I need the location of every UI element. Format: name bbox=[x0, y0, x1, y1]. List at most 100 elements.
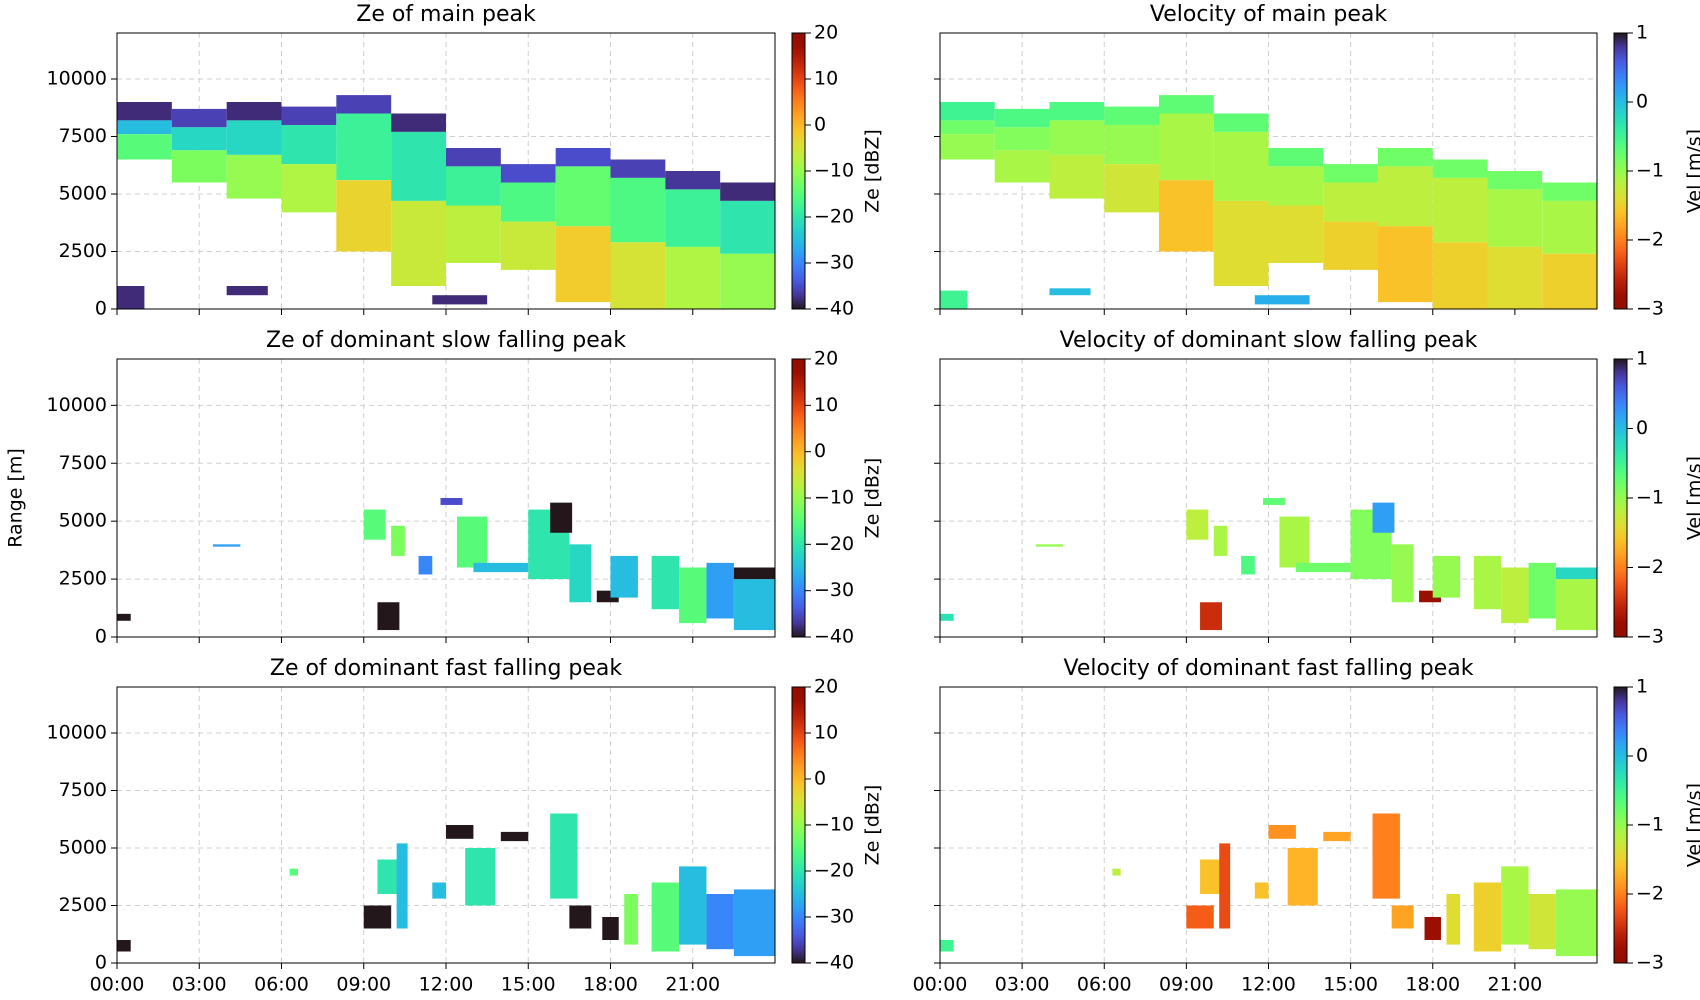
heatmap-cell bbox=[1501, 567, 1529, 624]
colorbar-tick-label: −2 bbox=[1636, 229, 1664, 251]
heatmap-cell bbox=[1432, 242, 1488, 309]
heatmap-cell bbox=[1213, 113, 1269, 132]
axes-frame bbox=[939, 32, 1598, 310]
panel: Ze of dominant fast falling peak 00:00 03:… bbox=[47, 656, 884, 996]
heatmap-cell bbox=[446, 148, 501, 167]
heatmap-cell bbox=[1528, 894, 1556, 950]
heatmap-cell bbox=[226, 102, 282, 121]
heatmap-cell bbox=[1219, 843, 1231, 929]
colorbar-label: Ze [dBZ] bbox=[862, 129, 884, 213]
heatmap-cell bbox=[1254, 295, 1310, 305]
colorbar-tick-label: 20 bbox=[814, 348, 838, 370]
heatmap-cell bbox=[226, 154, 282, 199]
heatmap-cell bbox=[1542, 253, 1597, 309]
heatmap-cell bbox=[1378, 148, 1433, 167]
colorbar-label: Vel [m/s] bbox=[1684, 129, 1700, 213]
colorbar-tick-label: 20 bbox=[814, 676, 838, 698]
heatmap-cell bbox=[226, 286, 268, 296]
colorbar bbox=[791, 686, 806, 964]
colorbar-tick-label: −30 bbox=[814, 252, 854, 274]
heatmap-cell bbox=[1378, 166, 1433, 227]
colorbar-tick-label: −10 bbox=[814, 160, 854, 182]
heatmap-cell bbox=[940, 290, 968, 309]
heatmap-cell bbox=[336, 180, 392, 252]
heatmap-cell bbox=[1049, 120, 1105, 155]
heatmap-cell bbox=[602, 917, 619, 940]
heatmap-cell bbox=[500, 164, 556, 183]
heatmap-cell bbox=[1446, 894, 1461, 945]
heatmap-cell bbox=[226, 120, 282, 155]
colorbar-tick-label: 0 bbox=[814, 440, 826, 462]
panel-title: Ze of dominant slow falling peak bbox=[266, 328, 626, 353]
y-tick-label: 2500 bbox=[59, 894, 107, 916]
heatmap-cell bbox=[733, 567, 775, 580]
colorbar bbox=[791, 32, 806, 310]
heatmap-cell bbox=[289, 868, 298, 876]
y-tick-label: 7500 bbox=[59, 779, 107, 801]
heatmap-cell bbox=[1419, 590, 1441, 603]
heatmap-cell bbox=[1049, 154, 1105, 199]
heatmap-cell bbox=[336, 95, 392, 114]
heatmap-cell bbox=[1287, 848, 1318, 906]
colorbar-tick-label: −1 bbox=[1636, 814, 1664, 836]
colorbar bbox=[1613, 32, 1628, 310]
heatmap-cell bbox=[1049, 288, 1091, 296]
heatmap-cell bbox=[1035, 544, 1064, 547]
x-tick-label: 00:00 bbox=[90, 974, 145, 996]
colorbar-tick-label: −2 bbox=[1636, 556, 1664, 578]
y-tick-label: 0 bbox=[95, 298, 107, 320]
panel-title: Velocity of main peak bbox=[1150, 2, 1387, 27]
panel-title: Ze of main peak bbox=[356, 2, 536, 27]
heatmap-cell bbox=[610, 555, 638, 598]
heatmap-cell bbox=[1528, 562, 1556, 619]
heatmap-cell bbox=[679, 866, 707, 945]
heatmap-cell bbox=[1159, 113, 1214, 181]
colorbar-tick-label: 1 bbox=[1636, 676, 1648, 698]
x-tick-label: 18:00 bbox=[583, 974, 638, 996]
heatmap-cell bbox=[1279, 516, 1310, 568]
axes-frame bbox=[116, 686, 776, 964]
heatmap-cell bbox=[1323, 831, 1351, 842]
colorbar-tick-label: 10 bbox=[814, 68, 838, 90]
heatmap-cell bbox=[473, 562, 529, 573]
panel-title: Velocity of dominant fast falling peak bbox=[1064, 656, 1474, 681]
heatmap-cell bbox=[432, 882, 446, 899]
heatmap-cell bbox=[706, 894, 734, 950]
colorbar-tick-label: 1 bbox=[1636, 22, 1648, 44]
heatmap-cell bbox=[465, 848, 496, 906]
x-tick-label: 15:00 bbox=[501, 974, 556, 996]
colorbar-tick-label: 1 bbox=[1636, 348, 1648, 370]
heatmap-cell bbox=[720, 200, 775, 254]
x-tick-label: 21:00 bbox=[665, 974, 720, 996]
heatmap-cell bbox=[117, 286, 145, 309]
heatmap-cell bbox=[994, 150, 1050, 183]
heatmap-cell bbox=[456, 516, 488, 568]
panel: Velocity of dominant slow falling peak −3… bbox=[934, 328, 1700, 648]
heatmap-cell bbox=[1268, 148, 1324, 167]
heatmap-cell bbox=[994, 127, 1050, 151]
heatmap-cell bbox=[665, 171, 721, 190]
y-axis-label: Range [m] bbox=[5, 448, 27, 548]
colorbar-label: Vel [m/s] bbox=[1684, 456, 1700, 540]
colorbar-tick-label: −40 bbox=[814, 952, 854, 974]
heatmap-cell bbox=[212, 544, 241, 547]
heatmap-cell bbox=[1268, 166, 1324, 206]
heatmap-cell bbox=[651, 555, 680, 610]
heatmap-cell bbox=[171, 150, 227, 183]
heatmap-cell bbox=[281, 164, 337, 213]
heatmap-cell bbox=[1542, 200, 1597, 254]
x-tick-label: 06:00 bbox=[1077, 974, 1132, 996]
heatmap-cell bbox=[569, 905, 592, 929]
heatmap-cell bbox=[1186, 905, 1214, 929]
heatmap-cell bbox=[1049, 102, 1105, 121]
colorbar-tick-label: −30 bbox=[814, 906, 854, 928]
heatmap-cell bbox=[1104, 125, 1159, 165]
colorbar-tick-label: 0 bbox=[814, 768, 826, 790]
heatmap-cell bbox=[418, 555, 433, 575]
panel-title: Velocity of dominant slow falling peak bbox=[1060, 328, 1478, 353]
heatmap-cell bbox=[994, 108, 1050, 128]
x-tick-label: 00:00 bbox=[913, 974, 968, 996]
heatmap-cell bbox=[1487, 189, 1543, 247]
y-tick-label: 10000 bbox=[47, 68, 107, 90]
